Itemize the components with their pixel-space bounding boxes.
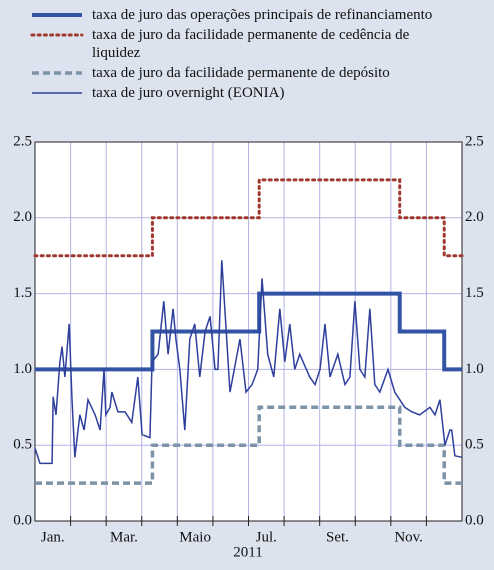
y-tick-label: 2.0 xyxy=(13,209,32,225)
legend-swatch xyxy=(32,13,82,17)
y2-tick-label: 2.0 xyxy=(465,209,484,225)
legend-entry: taxa de juro da facilidade permanente de… xyxy=(30,64,490,82)
y-tick-label: 0.5 xyxy=(13,437,32,453)
y-tick-label: 0.0 xyxy=(13,512,32,528)
x-tick-label: Mar. xyxy=(110,529,138,545)
y2-tick-label: 0.0 xyxy=(465,512,484,528)
y2-tick-label: 1.0 xyxy=(465,361,484,377)
series-line xyxy=(34,260,463,465)
series-line xyxy=(35,405,462,485)
x-tick-label: Jul. xyxy=(256,529,277,545)
x-axis-label: 2011 xyxy=(233,544,262,560)
legend-label: taxa de juro das operações principais de… xyxy=(92,7,433,23)
y2-tick-label: 1.5 xyxy=(465,285,484,301)
y2-tick-label: 2.5 xyxy=(465,133,484,149)
legend-label: taxa de juro da facilidade permanente de… xyxy=(92,65,390,81)
y2-tick-label: 0.5 xyxy=(465,437,484,453)
legend-swatch xyxy=(30,33,84,37)
y-tick-label: 2.5 xyxy=(13,133,32,149)
x-tick-label: Nov. xyxy=(394,529,423,545)
legend-entry: taxa de juro da facilidade permanente de… xyxy=(30,26,412,62)
legend: taxa de juro das operações principais de… xyxy=(30,6,490,104)
legend-entry: taxa de juro das operações principais de… xyxy=(30,6,490,24)
x-tick-label: Set. xyxy=(326,529,349,545)
legend-swatch xyxy=(32,71,82,75)
y-tick-label: 1.0 xyxy=(13,361,32,377)
series-line xyxy=(35,291,462,372)
legend-entry: taxa de juro overnight (EONIA) xyxy=(30,84,490,102)
legend-swatch xyxy=(32,92,82,94)
plot-frame xyxy=(34,141,463,522)
x-tick-label: Jan. xyxy=(41,529,65,545)
legend-label: taxa de juro overnight (EONIA) xyxy=(92,85,285,101)
y-tick-label: 1.5 xyxy=(13,285,32,301)
legend-label: taxa de juro da facilidade permanente de… xyxy=(92,27,410,61)
x-tick-label: Maio xyxy=(179,529,211,545)
series-line xyxy=(33,178,464,258)
